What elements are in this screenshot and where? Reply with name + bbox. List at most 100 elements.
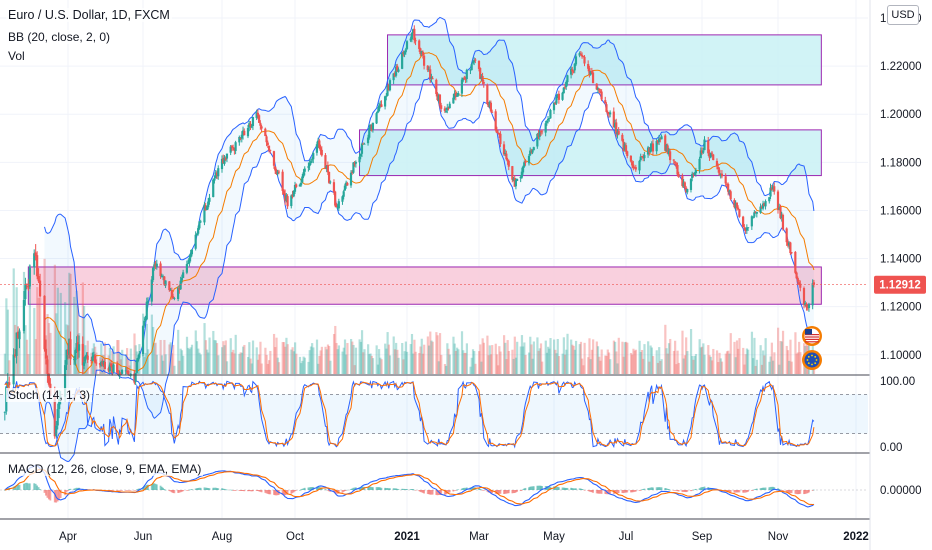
macd-histogram-bar xyxy=(392,488,395,490)
volume-bar xyxy=(108,347,112,374)
macd-histogram-bar xyxy=(216,488,218,490)
price-axis[interactable]: 1.240001.220001.200001.180001.160001.140… xyxy=(874,13,926,497)
volume-bar xyxy=(789,339,792,374)
eu-flag-event-icon[interactable] xyxy=(802,350,822,370)
macd-histogram-bar xyxy=(655,487,658,490)
candle-body xyxy=(109,363,113,367)
macd-histogram-bar xyxy=(772,486,774,490)
macd-histogram-bar xyxy=(639,490,642,491)
macd-histogram-bar xyxy=(788,490,791,493)
candle-body xyxy=(699,150,702,159)
candle-body xyxy=(607,113,611,115)
macd-histogram-bar xyxy=(25,482,28,490)
candle-body xyxy=(453,93,456,98)
volume-bar xyxy=(64,302,67,374)
price-tick-label: 1.14000 xyxy=(880,254,922,266)
candle-body xyxy=(430,77,433,79)
candle-body xyxy=(107,368,110,371)
candle-body xyxy=(124,370,127,372)
macd-histogram-bar xyxy=(410,489,413,490)
bb-legend[interactable]: BB (20, close, 2, 0) xyxy=(6,30,113,44)
macd-histogram-bar xyxy=(185,490,188,491)
volume-bar xyxy=(659,360,662,374)
macd-histogram-bar xyxy=(286,490,289,495)
macd-histogram-bar xyxy=(617,490,620,494)
volume-bar xyxy=(786,350,790,374)
candle-body xyxy=(285,195,288,201)
candle-body xyxy=(353,162,356,165)
volume-bar xyxy=(547,346,550,374)
price-tick-label: 1.20000 xyxy=(880,109,922,121)
candle-body xyxy=(677,174,680,177)
macd-histogram-bar xyxy=(34,483,37,490)
volume-bar xyxy=(182,355,185,374)
volume-bar xyxy=(311,343,314,374)
volume-bar xyxy=(785,345,788,374)
volume-bar xyxy=(572,345,575,374)
us-flag-event-icon[interactable] xyxy=(802,326,822,346)
volume-bar xyxy=(199,354,202,374)
candle-body xyxy=(14,354,17,357)
price-tick-label: 1.10000 xyxy=(880,350,922,362)
macd-histogram-bar xyxy=(43,490,46,493)
macd-histogram-bar xyxy=(221,488,223,490)
macd-histogram-bar xyxy=(638,490,641,491)
volume-bar xyxy=(420,338,423,374)
macd-histogram-bar xyxy=(520,490,523,491)
macd-histogram-bar xyxy=(573,488,576,490)
macd-histogram-bar xyxy=(302,488,305,490)
pane-dividers[interactable] xyxy=(0,0,871,550)
candle-body xyxy=(368,128,371,138)
candle-body xyxy=(646,147,650,155)
volume-bar xyxy=(677,362,680,374)
macd-histogram-bar xyxy=(668,489,670,490)
volume-bar xyxy=(528,352,531,374)
volume-bar xyxy=(33,307,36,374)
volume-bar xyxy=(545,352,549,374)
bb-upper-band xyxy=(44,16,815,363)
candle-body xyxy=(743,227,746,229)
time-axis[interactable]: Apr Jun Aug Oct 2021 Mar May Jul Sep Nov 2022 xyxy=(59,531,869,543)
volume-bar xyxy=(159,339,162,374)
time-tick-label: Apr xyxy=(59,531,77,543)
macd-histogram-bar xyxy=(686,490,689,492)
stoch-legend[interactable]: Stoch (14, 1, 3) xyxy=(6,388,93,402)
candle-body xyxy=(788,242,791,246)
candle-body xyxy=(504,152,507,154)
eu-flag-star xyxy=(811,354,813,357)
candle-body xyxy=(556,94,559,98)
candle-body xyxy=(352,162,355,173)
candle-body xyxy=(127,371,130,375)
stoch-band-fill xyxy=(0,394,868,434)
candle-body xyxy=(383,96,387,107)
candle-body xyxy=(258,115,261,123)
volume-bar xyxy=(614,341,617,374)
vol-legend[interactable]: Vol xyxy=(6,49,27,63)
macd-histogram-bar xyxy=(292,490,295,493)
volume-bar xyxy=(298,356,302,374)
macd-histogram-bar xyxy=(199,487,202,490)
candle-body xyxy=(693,172,696,175)
volume-bar xyxy=(445,365,448,374)
candle-body xyxy=(36,255,39,277)
last-price-tag[interactable] xyxy=(874,275,926,294)
volume-bar xyxy=(402,359,405,374)
candle-body xyxy=(632,164,635,169)
volume-bar xyxy=(207,352,210,374)
volume-bar xyxy=(239,352,242,374)
eu-flag-star xyxy=(807,362,810,365)
macd-histogram-bar xyxy=(393,488,396,490)
currency-badge[interactable]: USD xyxy=(887,5,919,25)
volume-bar xyxy=(719,358,722,374)
volume-bar xyxy=(242,346,245,374)
volume-bar xyxy=(606,349,609,374)
volume-bar xyxy=(265,354,268,374)
volume-bar xyxy=(707,345,710,374)
volume-bar xyxy=(795,353,798,374)
candle-body xyxy=(207,201,210,208)
macd-histogram-bar xyxy=(378,487,380,490)
candle-body xyxy=(241,130,245,136)
macd-legend[interactable]: MACD (12, 26, close, 9, EMA, EMA) xyxy=(6,462,204,476)
macd-histogram-bar xyxy=(182,490,185,492)
